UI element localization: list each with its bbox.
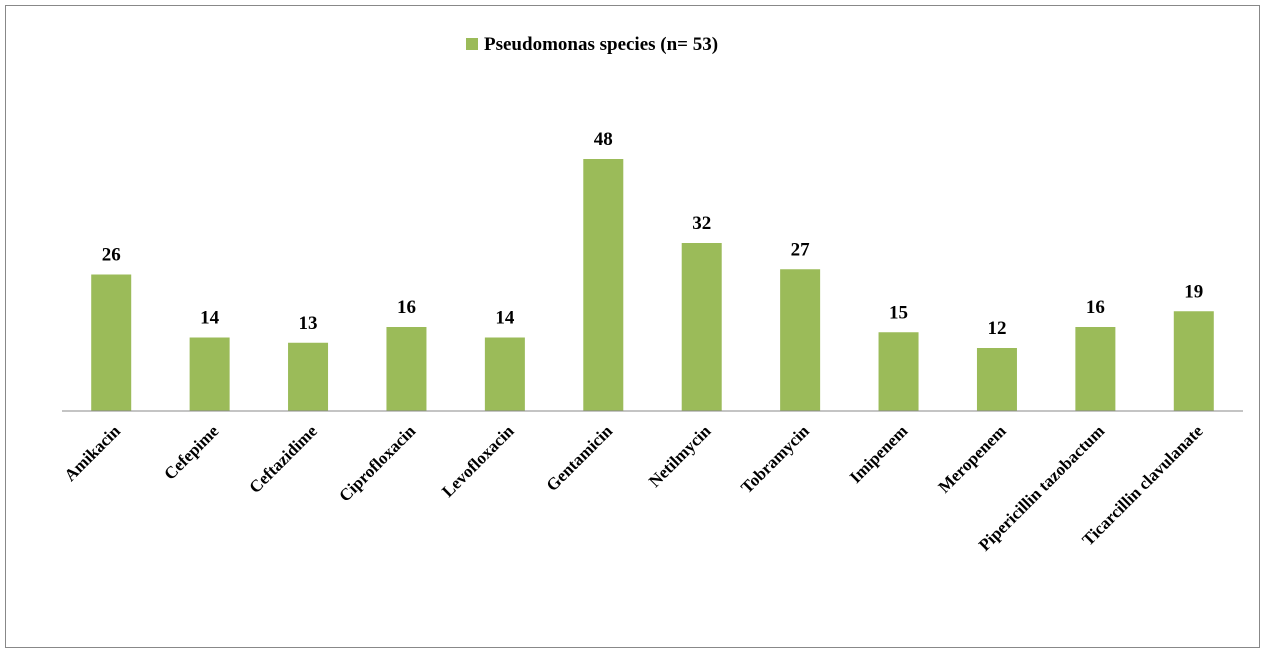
bar	[681, 243, 722, 411]
data-label: 14	[200, 308, 220, 329]
data-label: 13	[299, 313, 318, 334]
bar	[976, 348, 1017, 411]
bar	[288, 342, 329, 411]
data-label: 26	[102, 245, 121, 266]
data-label: 19	[1184, 281, 1203, 302]
data-label: 14	[495, 308, 515, 329]
data-label: 12	[987, 318, 1006, 339]
bar	[386, 327, 427, 411]
bar	[91, 274, 132, 411]
bar	[878, 332, 919, 411]
data-label: 48	[594, 129, 613, 150]
bar	[1075, 327, 1116, 411]
bar	[189, 337, 230, 411]
data-label: 32	[692, 213, 711, 234]
data-label: 15	[889, 302, 908, 323]
legend-label: Pseudomonas species (n= 53)	[484, 34, 718, 55]
data-label: 16	[397, 297, 416, 318]
data-label: 16	[1086, 297, 1105, 318]
bar	[780, 269, 821, 411]
bar	[583, 159, 624, 411]
bar	[1173, 311, 1214, 411]
bar	[484, 337, 525, 411]
chart-border	[5, 5, 1260, 648]
data-label: 27	[791, 239, 811, 260]
legend-swatch	[466, 38, 478, 50]
